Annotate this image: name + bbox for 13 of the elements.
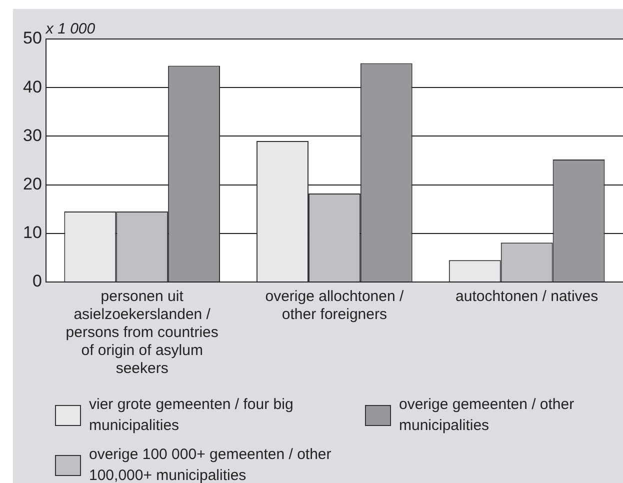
y-tick-label: 40	[22, 77, 42, 96]
legend-label: vier grote gemeenten / four big municipalities	[89, 395, 294, 436]
y-tick-label: 0	[32, 272, 42, 291]
y-tick-label: 10	[22, 223, 42, 242]
y-tick-label: 20	[22, 174, 42, 194]
legend-label: overige 100 000+ gemeenten / other 100,000+ municipalities	[89, 445, 332, 483]
x-tick-label: autochtonen / natives	[456, 288, 598, 306]
x-tick-label: overige allochtonen / other foreigners	[265, 288, 404, 324]
y-axis-title: x 1 000	[44, 20, 96, 38]
x-tick-label: personen uit asielzoekerslanden / persons from countries of origin of asylum seekers	[66, 288, 218, 378]
legend-label: overige gemeenten / other municipalities	[399, 395, 576, 436]
y-tick-label: 30	[22, 126, 42, 145]
y-tick-label: 50	[22, 28, 42, 48]
